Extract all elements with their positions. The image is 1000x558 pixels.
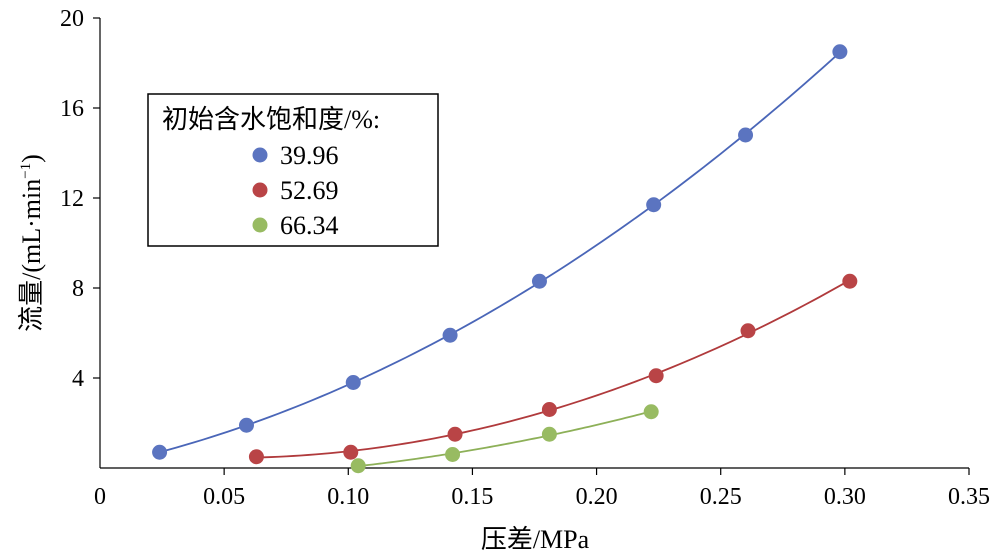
data-point	[541, 402, 557, 417]
x-ticks: 0 0.05 0.10 0.15 0.20 0.25 0.30 0.35	[94, 468, 990, 510]
data-point	[345, 375, 361, 390]
data-point	[152, 444, 168, 460]
x-tick-label: 0.20	[576, 484, 618, 510]
legend-marker	[252, 147, 268, 163]
x-tick-label: 0.15	[451, 484, 493, 510]
x-tick-label: 0.05	[203, 484, 245, 510]
x-tick-label: 0	[94, 484, 106, 510]
legend-label: 39.96	[280, 141, 339, 170]
legend-marker	[252, 182, 268, 198]
legend-label: 66.34	[280, 211, 339, 240]
trend-line-2	[358, 410, 652, 468]
legend-items: 39.96 52.69 66.34	[252, 141, 339, 240]
legend: 初始含水饱和度/%: 39.96 52.69 66.34	[147, 93, 439, 247]
x-tick-label: 0.35	[948, 484, 990, 510]
data-point	[648, 368, 664, 384]
data-point	[643, 404, 659, 420]
data-point	[646, 197, 662, 213]
legend-marker	[252, 217, 268, 233]
y-tick-label: 20	[60, 6, 84, 32]
data-point	[740, 323, 756, 339]
y-axis-label-superscript: −1	[18, 163, 34, 179]
y-tick-label: 12	[60, 186, 84, 212]
axes	[99, 18, 969, 469]
data-point	[531, 273, 547, 289]
y-ticks: 4 8 12 16 20	[60, 6, 100, 392]
data-point	[447, 426, 463, 442]
data-point	[350, 458, 366, 474]
legend-title: 初始含水饱和度/%:	[162, 105, 380, 134]
legend-box	[147, 93, 439, 247]
data-point	[442, 327, 458, 343]
y-tick-label: 16	[60, 96, 84, 122]
data-point	[832, 44, 848, 60]
y-axis-label-main: 流量/(mL·min	[17, 179, 46, 332]
legend-label: 52.69	[280, 176, 339, 205]
data-point	[343, 444, 359, 460]
data-point	[248, 449, 264, 465]
x-tick-label: 0.10	[327, 484, 369, 510]
data-point	[445, 447, 461, 462]
x-tick-label: 0.30	[824, 484, 866, 510]
y-axis-label: 流量/(mL·min−1)	[17, 154, 46, 332]
y-tick-label: 8	[72, 276, 84, 302]
points	[152, 44, 858, 474]
x-tick-label: 0.25	[700, 484, 742, 510]
x-axis-label: 压差/MPa	[481, 525, 590, 554]
y-axis-label-close: )	[17, 154, 46, 163]
data-point	[238, 417, 254, 433]
trend-line-0	[159, 51, 841, 454]
data-point	[541, 426, 557, 442]
data-point	[738, 127, 754, 143]
data-point	[842, 273, 858, 289]
y-tick-label: 4	[72, 366, 84, 392]
